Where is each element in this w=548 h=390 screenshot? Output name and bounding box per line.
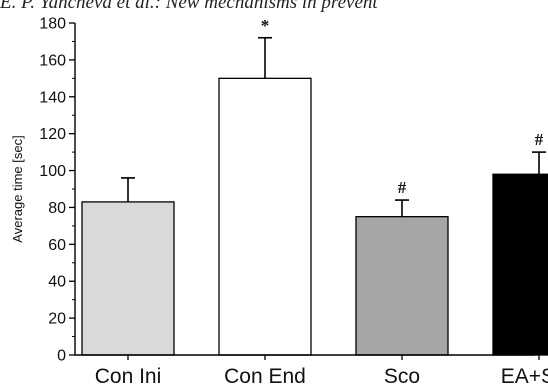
y-tick-label-100: 100 (39, 163, 66, 180)
significance-label-con-end: * (261, 16, 270, 35)
x-tick-label-ea-sco: EA+Sco (501, 365, 548, 388)
y-tick-label-0: 0 (57, 348, 66, 365)
significance-label-sco: # (398, 178, 407, 197)
x-tick-label-con-ini: Con Ini (95, 365, 162, 388)
y-tick-label-20: 20 (48, 311, 66, 328)
bar-con-end (218, 77, 312, 356)
y-tick-label-40: 40 (48, 274, 66, 291)
bar-con-ini (81, 201, 175, 356)
bar-sco (355, 216, 449, 356)
paper-header-text: E. P. Yancheva et al.: New mechanisms in… (0, 0, 378, 13)
y-tick-label-180: 180 (39, 16, 66, 33)
y-tick-label-140: 140 (39, 89, 66, 106)
y-tick-label-160: 160 (39, 52, 66, 69)
x-tick-label-sco: Sco (384, 365, 420, 388)
y-axis-label: Average time [sec] (10, 135, 25, 242)
y-tick-label-120: 120 (39, 126, 66, 143)
y-tick-label-60: 60 (48, 237, 66, 254)
y-tick-label-80: 80 (48, 200, 66, 217)
significance-label-ea-sco: # (535, 130, 544, 149)
bar-ea-sco (492, 173, 548, 356)
x-tick-label-con-end: Con End (224, 365, 306, 388)
